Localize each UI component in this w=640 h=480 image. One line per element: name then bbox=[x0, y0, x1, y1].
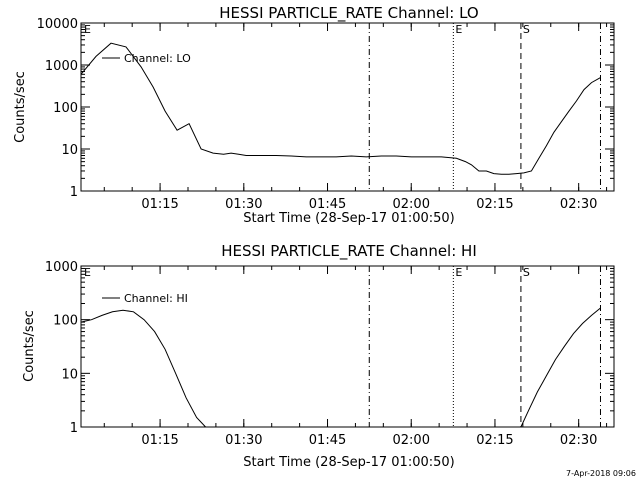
y-tick-label: 10 bbox=[61, 367, 78, 382]
x-tick-label: 02:15 bbox=[476, 433, 513, 448]
plot-frame bbox=[80, 265, 615, 428]
x-tick-label: 01:15 bbox=[141, 433, 178, 448]
event-marker-label: E bbox=[84, 266, 91, 279]
x-tick-label: 01:45 bbox=[309, 197, 346, 212]
lo-channel-panel: HESSI PARTICLE_RATE Channel: LO Counts/s… bbox=[13, 4, 615, 226]
y-tick-label: 1 bbox=[70, 185, 78, 200]
legend-label: Channel: HI bbox=[124, 292, 188, 305]
footer-timestamp: 7-Apr-2018 09:06 bbox=[566, 469, 636, 478]
x-tick-label: 02:30 bbox=[560, 433, 597, 448]
chart-title: HESSI PARTICLE_RATE Channel: LO bbox=[219, 4, 478, 23]
event-marker-label: S bbox=[523, 266, 530, 279]
x-tick-label: 02:00 bbox=[393, 433, 430, 448]
x-tick-label: 02:15 bbox=[476, 197, 513, 212]
x-tick-label: 01:45 bbox=[309, 433, 346, 448]
y-tick-label: 1000 bbox=[45, 59, 78, 74]
x-tick-label: 01:30 bbox=[225, 433, 262, 448]
event-marker-label: E bbox=[455, 23, 462, 36]
x-axis-label: Start Time (28-Sep-17 01:00:50) bbox=[243, 455, 454, 470]
event-marker-label: S bbox=[523, 23, 530, 36]
y-axis-label: Counts/sec bbox=[13, 71, 28, 143]
y-axis-label: Counts/sec bbox=[22, 310, 37, 382]
y-tick-label: 1 bbox=[70, 421, 78, 436]
series-line bbox=[80, 309, 206, 428]
x-tick-label: 02:00 bbox=[393, 197, 430, 212]
x-axis-label: Start Time (28-Sep-17 01:00:50) bbox=[243, 211, 454, 226]
y-tick-label: 10 bbox=[61, 143, 78, 158]
series-line bbox=[520, 307, 601, 428]
y-tick-label: 1000 bbox=[45, 260, 78, 275]
x-tick-label: 01:30 bbox=[225, 197, 262, 212]
y-tick-label: 100 bbox=[53, 101, 78, 116]
hi-channel-panel: HESSI PARTICLE_RATE Channel: HI Counts/s… bbox=[22, 242, 615, 470]
legend-label: Channel: LO bbox=[124, 52, 191, 65]
x-tick-label: 01:15 bbox=[141, 197, 178, 212]
chart-title: HESSI PARTICLE_RATE Channel: HI bbox=[221, 242, 477, 261]
event-marker-label: E bbox=[84, 23, 91, 36]
x-tick-label: 02:30 bbox=[560, 197, 597, 212]
y-tick-label: 100 bbox=[53, 314, 78, 329]
event-marker-label: E bbox=[455, 266, 462, 279]
y-tick-label: 10000 bbox=[37, 17, 78, 32]
series-line bbox=[80, 42, 601, 175]
